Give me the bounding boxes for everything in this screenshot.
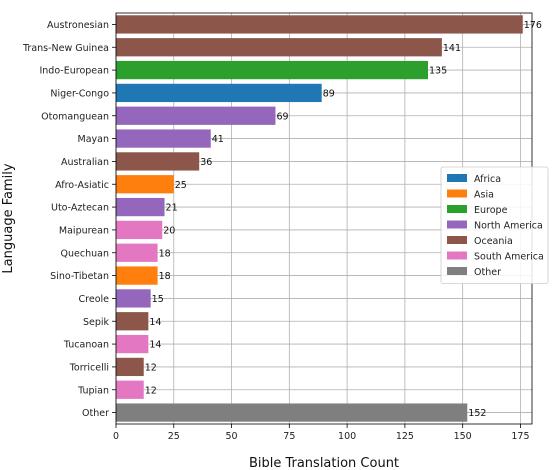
legend-swatch: [447, 236, 467, 244]
y-tick-label: Indo-European: [39, 66, 109, 77]
data-label: 18: [159, 271, 171, 282]
legend-swatch: [447, 220, 467, 229]
y-tick-label: Austronesian: [47, 20, 109, 31]
bar: [116, 357, 144, 377]
y-tick-label: Australian: [61, 157, 109, 168]
y-tick-label: Sepik: [83, 317, 110, 328]
legend-box: [440, 166, 549, 284]
data-label: 18: [159, 248, 171, 259]
bar: [116, 289, 151, 308]
data-label: 14: [149, 340, 161, 351]
x-tick-label: 150: [454, 431, 472, 442]
data-label: 12: [145, 362, 157, 373]
y-tick-label: Tupian: [77, 385, 109, 396]
x-tick-label: 75: [283, 431, 295, 442]
bar: [116, 220, 163, 240]
bar: [116, 129, 211, 148]
y-axis-title: Language Family: [1, 163, 16, 273]
legend-label: Asia: [474, 190, 494, 201]
data-label: 152: [468, 408, 486, 419]
data-label: 12: [145, 385, 157, 396]
x-tick-label: 125: [396, 431, 414, 442]
bar: [116, 380, 144, 399]
x-axis-ticks: 0 25 50 75 100 125 150 175: [113, 424, 530, 442]
y-tick-label: Maipurean: [59, 225, 109, 236]
y-tick-label: Mayan: [78, 134, 109, 145]
legend-label: Oceania: [474, 236, 513, 247]
bar: [116, 334, 149, 354]
y-tick-label: Otomanguean: [41, 111, 109, 122]
data-label: 36: [200, 157, 212, 168]
bar: [116, 175, 174, 194]
y-tick-label: Quechuan: [61, 248, 109, 259]
data-label: 135: [429, 66, 447, 77]
legend-swatch: [447, 267, 467, 275]
bar: [116, 38, 442, 57]
x-tick-label: 100: [338, 431, 356, 442]
legend-label: North America: [474, 221, 543, 232]
y-tick-label: Other: [82, 408, 109, 419]
y-tick-label: Tucanoan: [63, 340, 109, 351]
data-label: 14: [149, 317, 161, 328]
y-axis-ticks: Austronesian Trans-New Guinea Indo-Europea…: [22, 20, 116, 419]
legend-swatch: [447, 251, 467, 260]
x-tick-label: 175: [511, 431, 529, 442]
legend: Africa Asia Europe North America Oceania Sout…: [440, 166, 549, 284]
data-label: 21: [166, 203, 178, 214]
x-tick-label: 50: [226, 431, 238, 442]
data-label: 25: [175, 180, 187, 191]
y-tick-label: Niger-Congo: [50, 88, 109, 99]
bar: [116, 197, 165, 217]
legend-label: Africa: [474, 174, 501, 185]
bar: [116, 266, 158, 285]
bar: [116, 312, 149, 331]
data-label: 20: [163, 225, 175, 236]
y-tick-label: Creole: [79, 294, 110, 305]
bar: [116, 152, 200, 171]
bars: [116, 15, 523, 422]
bar: [116, 403, 468, 422]
data-labels: 176 141 135 89 69 41 36 25 21 20 18 18 15 14 14 12 12 152: [145, 20, 542, 419]
y-tick-label: Torricelli: [69, 362, 109, 373]
bar: [116, 243, 158, 262]
legend-swatch: [447, 205, 467, 213]
legend-label: Europe: [474, 205, 508, 216]
y-tick-label: Afro-Asiatic: [55, 180, 109, 191]
data-label: 69: [276, 111, 288, 122]
y-tick-label: Uto-Aztecan: [51, 203, 109, 214]
bar: [116, 83, 322, 103]
y-tick-label: Sino-Tibetan: [50, 271, 109, 282]
x-tick-label: 0: [113, 431, 119, 442]
x-axis-title: Bible Translation Count: [249, 456, 399, 470]
legend-swatch: [447, 174, 467, 182]
bar: [116, 106, 276, 125]
data-label: 41: [212, 134, 224, 145]
bar: [116, 60, 428, 80]
data-label: 15: [152, 294, 164, 305]
y-tick-label: Trans-New Guinea: [22, 43, 109, 54]
legend-swatch: [447, 189, 467, 198]
legend-label: Other: [474, 267, 501, 278]
x-tick-label: 25: [168, 431, 180, 442]
data-label: 89: [323, 88, 335, 99]
data-label: 176: [524, 20, 542, 31]
data-label: 141: [443, 43, 461, 54]
bar: [116, 15, 523, 34]
legend-label: South America: [474, 252, 544, 263]
